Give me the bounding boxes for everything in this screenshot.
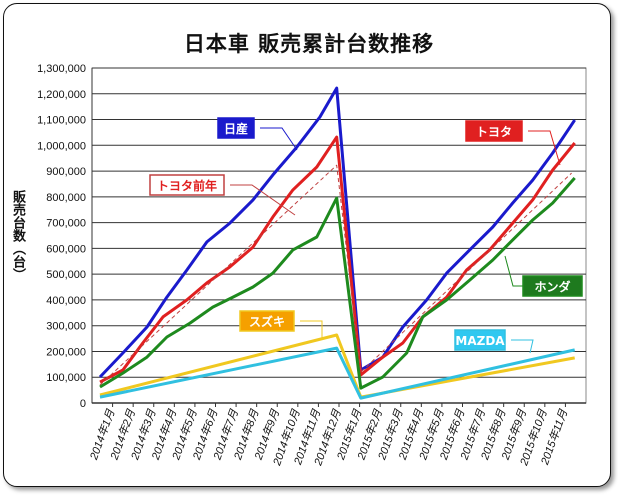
callout-leader [528,130,561,166]
callout-leader [511,339,534,354]
y-tick-label: 900,000 [46,166,86,178]
y-tick-label: 1,300,000 [37,63,86,75]
y-tick-label: 600,000 [46,243,86,255]
y-tick-label: 300,000 [46,321,86,333]
series-line-3 [99,177,576,390]
chart-title: 日本車 販売累計台数推移 [183,32,435,56]
series-line-0 [98,86,576,379]
series-line-1 [99,135,576,384]
callout-box [465,120,523,142]
series-line-2 [99,164,572,386]
series-label: 日産 [224,121,248,136]
series-label: トヨタ [476,125,512,139]
callout-box [454,329,506,351]
y-tick-label: 500,000 [46,269,86,281]
series-label: ホンダ [534,279,570,294]
series-line-5 [99,346,576,400]
callout-leader [300,320,323,340]
y-tick-label: 400,000 [46,295,86,307]
y-tick-label: 0 [80,398,86,410]
y-tick-label: 100,000 [46,372,86,384]
callout-box [149,174,225,196]
callout-box [522,275,583,297]
callout-leader [260,127,298,151]
series-line-4 [99,333,575,399]
callout-box [217,117,255,139]
y-tick-label: 700,000 [46,218,86,230]
callout-leader [230,184,296,216]
y-tick-label: 200,000 [46,346,86,358]
y-tick-label: 800,000 [46,192,86,204]
callout-box [239,310,295,332]
series-label: スズキ [249,314,285,329]
y-axis-label: 販売台数（台） [10,190,25,281]
y-tick-label: 1,100,000 [37,115,86,127]
y-tick-label: 1,200,000 [37,89,86,101]
series-label: MAZDA [455,334,505,348]
series-label: トヨタ前年 [157,178,217,193]
y-tick-label: 1,000,000 [37,140,86,152]
